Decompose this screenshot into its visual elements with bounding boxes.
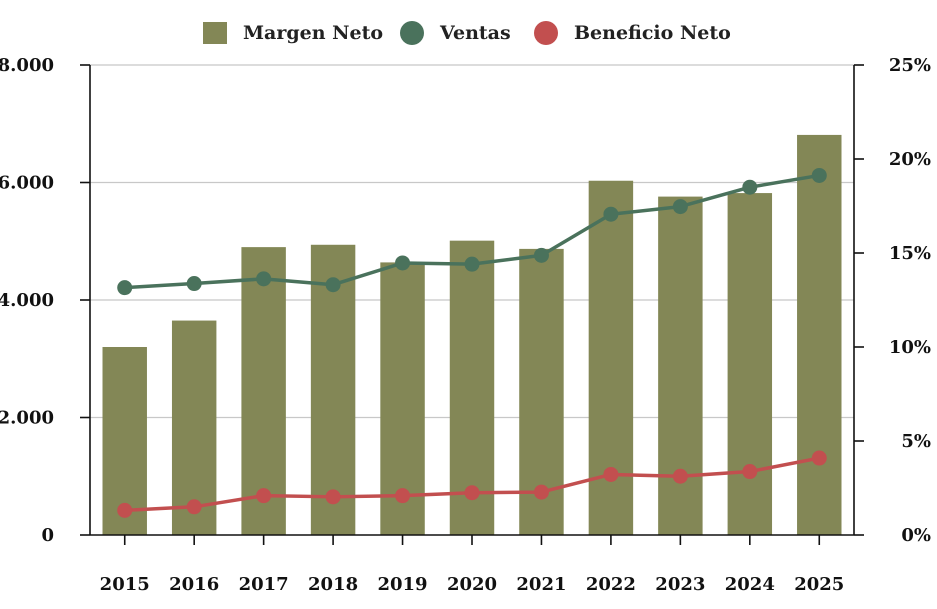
point-ventas-2020 xyxy=(464,256,480,272)
bars-margen-neto xyxy=(102,134,842,536)
point-beneficio-neto-2019 xyxy=(395,488,411,504)
x-tick-label-2021: 2021 xyxy=(516,574,566,595)
y-right-tick-label-15: 15% xyxy=(889,243,931,264)
y-left-tick-label-8000: 8.000 xyxy=(0,55,54,76)
y-right-tick-label-20: 20% xyxy=(889,149,931,170)
point-beneficio-neto-2015 xyxy=(117,502,133,518)
x-tick-label-2022: 2022 xyxy=(586,574,636,595)
point-ventas-2018 xyxy=(325,277,341,293)
legend-item-margen-neto: Margen Neto xyxy=(203,18,383,48)
point-ventas-2021 xyxy=(533,247,549,263)
point-ventas-2025 xyxy=(811,167,827,183)
point-beneficio-neto-2020 xyxy=(464,485,480,501)
bar-margen-neto-2016 xyxy=(171,320,217,535)
point-beneficio-neto-2022 xyxy=(603,466,619,482)
tick-labels: 0 2.000 4.000 6.000 8.000 0% 5% 10% 15% 20% 25% 201… xyxy=(0,55,931,595)
y-left-tick-label-2000: 2.000 xyxy=(0,408,54,429)
point-beneficio-neto-2021 xyxy=(533,484,549,500)
x-tick-label-2015: 2015 xyxy=(100,574,150,595)
series-lines xyxy=(117,167,827,518)
point-ventas-2024 xyxy=(742,179,758,195)
x-tick-label-2020: 2020 xyxy=(447,574,497,595)
y-right-tick-label-0: 0% xyxy=(901,525,931,546)
point-ventas-2019 xyxy=(395,255,411,271)
point-beneficio-neto-2017 xyxy=(256,488,272,504)
bar-margen-neto-2018 xyxy=(310,244,356,535)
y-right-tick-label-25: 25% xyxy=(889,55,931,76)
chart-legend: Margen Neto Ventas Beneficio Neto xyxy=(0,18,937,48)
point-beneficio-neto-2025 xyxy=(811,450,827,466)
bar-margen-neto-2023 xyxy=(658,196,703,535)
legend-dot-ventas xyxy=(400,21,424,45)
x-tick-label-2023: 2023 xyxy=(655,574,705,595)
y-left-tick-label-6000: 6.000 xyxy=(0,173,54,194)
y-right-tick-label-5: 5% xyxy=(901,431,931,452)
point-ventas-2023 xyxy=(672,199,688,215)
legend-label-margen-neto: Margen Neto xyxy=(243,22,384,44)
y-left-tick-label-0: 0 xyxy=(41,525,54,546)
legend-label-ventas: Ventas xyxy=(440,22,511,44)
x-tick-label-2019: 2019 xyxy=(377,574,427,595)
bar-margen-neto-2024 xyxy=(727,193,773,535)
x-tick-label-2025: 2025 xyxy=(794,574,844,595)
x-tick-label-2018: 2018 xyxy=(308,574,358,595)
x-tick-label-2017: 2017 xyxy=(239,574,289,595)
y-left-tick-label-4000: 4.000 xyxy=(0,290,54,311)
bar-margen-neto-2017 xyxy=(241,247,286,535)
point-ventas-2017 xyxy=(256,271,272,287)
point-ventas-2016 xyxy=(186,276,202,292)
x-tick-label-2016: 2016 xyxy=(169,574,219,595)
legend-item-beneficio-neto: Beneficio Neto xyxy=(534,18,731,48)
legend-item-ventas: Ventas xyxy=(400,18,511,48)
y-right-tick-label-10: 10% xyxy=(889,337,931,358)
point-beneficio-neto-2023 xyxy=(672,468,688,484)
point-beneficio-neto-2024 xyxy=(742,464,758,480)
axes xyxy=(80,64,864,545)
point-ventas-2022 xyxy=(603,206,619,222)
legend-dot-beneficio-neto xyxy=(534,21,558,45)
x-tick-label-2024: 2024 xyxy=(725,574,775,595)
legend-label-beneficio-neto: Beneficio Neto xyxy=(574,22,731,44)
legend-swatch-margen-neto xyxy=(203,22,227,44)
point-beneficio-neto-2016 xyxy=(186,499,202,515)
point-beneficio-neto-2018 xyxy=(325,489,341,505)
bar-margen-neto-2025 xyxy=(797,134,842,535)
point-ventas-2015 xyxy=(117,280,133,296)
